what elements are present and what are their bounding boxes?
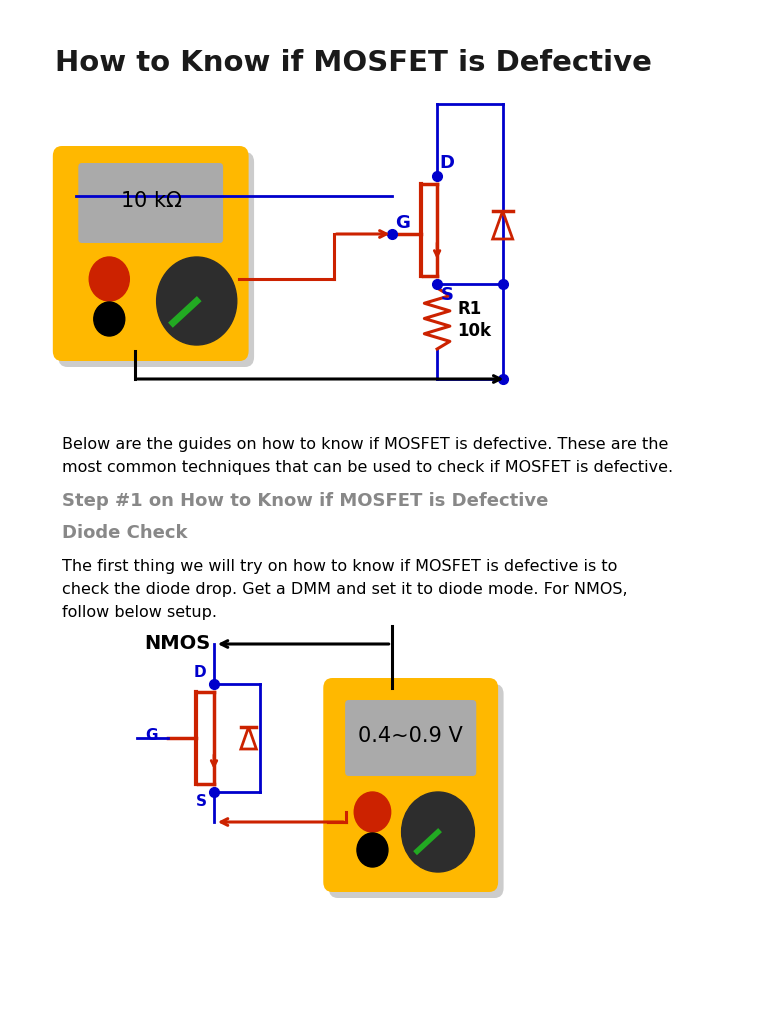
Circle shape bbox=[402, 792, 475, 872]
Text: Below are the guides on how to know if MOSFET is defective. These are the
most c: Below are the guides on how to know if M… bbox=[62, 437, 673, 475]
Text: D: D bbox=[194, 665, 207, 680]
Text: D: D bbox=[439, 154, 454, 172]
Text: S: S bbox=[441, 286, 454, 304]
FancyBboxPatch shape bbox=[58, 152, 254, 367]
Text: R1: R1 bbox=[457, 299, 482, 317]
Circle shape bbox=[157, 257, 237, 345]
Text: Step #1 on How to Know if MOSFET is Defective: Step #1 on How to Know if MOSFET is Defe… bbox=[62, 492, 548, 510]
Text: How to Know if MOSFET is Defective: How to Know if MOSFET is Defective bbox=[55, 49, 651, 77]
Circle shape bbox=[357, 833, 388, 867]
Circle shape bbox=[94, 302, 124, 336]
Circle shape bbox=[89, 257, 129, 301]
Text: 10k: 10k bbox=[457, 322, 492, 340]
Text: 10 k$\Omega$: 10 k$\Omega$ bbox=[120, 191, 182, 211]
Text: 0.4~0.9 V: 0.4~0.9 V bbox=[359, 726, 463, 746]
Text: G: G bbox=[396, 214, 410, 232]
Circle shape bbox=[354, 792, 391, 831]
FancyBboxPatch shape bbox=[329, 684, 504, 898]
FancyBboxPatch shape bbox=[78, 163, 223, 243]
Text: G: G bbox=[146, 728, 158, 743]
Text: The first thing we will try on how to know if MOSFET is defective is to
check th: The first thing we will try on how to kn… bbox=[62, 559, 627, 620]
FancyBboxPatch shape bbox=[345, 700, 476, 776]
Text: NMOS: NMOS bbox=[144, 634, 210, 653]
FancyBboxPatch shape bbox=[53, 146, 249, 361]
Text: S: S bbox=[196, 794, 207, 809]
Text: Diode Check: Diode Check bbox=[62, 524, 187, 542]
FancyBboxPatch shape bbox=[323, 678, 498, 892]
